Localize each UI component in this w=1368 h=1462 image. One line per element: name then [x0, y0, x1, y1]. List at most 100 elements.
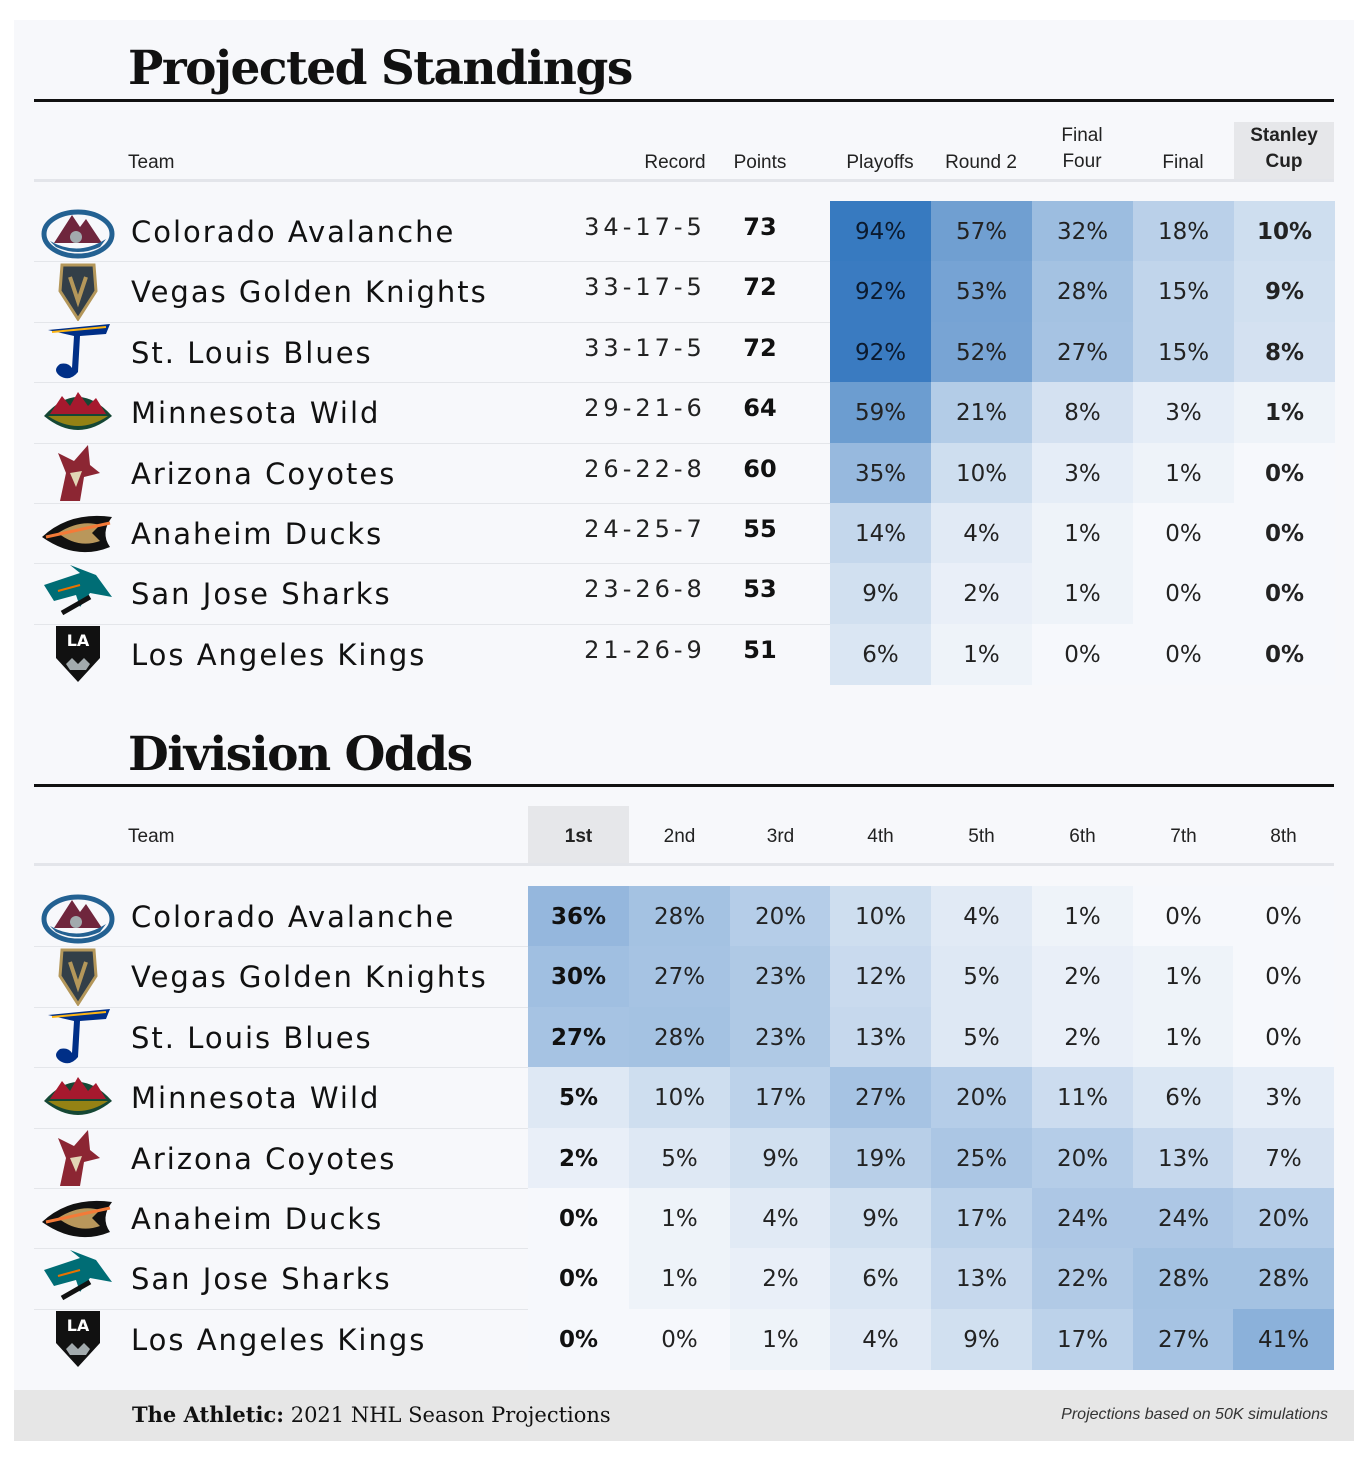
team-points: 53 — [743, 575, 777, 603]
odds-cell-8th: 0% — [1233, 886, 1334, 947]
team-points: 73 — [743, 213, 777, 241]
odds-cell-1st: 0% — [528, 1248, 629, 1309]
odds-cell-stanley-cup: 8% — [1234, 322, 1335, 383]
odds-cell-7th: 24% — [1133, 1188, 1234, 1249]
odds-cell-stanley-cup: 9% — [1234, 261, 1335, 322]
odds-cell-4th: 6% — [830, 1248, 931, 1309]
odds-cell-6th: 2% — [1032, 946, 1133, 1007]
odds-cell-stanley-cup: 1% — [1234, 382, 1335, 443]
st-louis-blues-logo — [48, 1009, 110, 1064]
odds-cell-3rd: 4% — [730, 1188, 831, 1249]
odds-cell-final-four: 27% — [1032, 322, 1133, 383]
odds-cell-7th: 6% — [1133, 1067, 1234, 1128]
odds-cell-round-2: 1% — [931, 624, 1032, 685]
odds-cell-stanley-cup: 0% — [1234, 624, 1335, 685]
odds-cell-playoffs: 9% — [830, 563, 931, 624]
odds-cell-final-four: 1% — [1032, 563, 1133, 624]
odds-cell-final: 3% — [1133, 382, 1234, 443]
header-place-3rd: 3rd — [766, 826, 795, 847]
standings-title-rule — [34, 99, 1334, 102]
team-name: San Jose Sharks — [131, 577, 392, 611]
odds-cell-3rd: 23% — [730, 946, 831, 1007]
footer-brand-name: The Athletic: — [132, 1402, 285, 1427]
odds-cell-5th: 4% — [931, 886, 1032, 947]
team-points: 64 — [743, 394, 777, 422]
header-place-6th: 6th — [1069, 826, 1096, 847]
division-header-rule — [34, 863, 1334, 866]
header-place-2nd: 2nd — [663, 826, 696, 847]
odds-cell-stanley-cup: 0% — [1234, 563, 1335, 624]
team-record: 23-26-8 — [584, 575, 706, 603]
odds-cell-6th: 22% — [1032, 1248, 1133, 1309]
team-name: San Jose Sharks — [131, 1262, 392, 1296]
team-name: Los Angeles Kings — [131, 638, 427, 672]
odds-cell-stanley-cup: 0% — [1234, 443, 1335, 504]
odds-cell-2nd: 1% — [629, 1248, 730, 1309]
footer: The Athletic: 2021 NHL Season Projection… — [14, 1390, 1354, 1441]
odds-cell-6th: 17% — [1032, 1309, 1133, 1370]
odds-cell-5th: 5% — [931, 1007, 1032, 1068]
odds-cell-1st: 30% — [528, 946, 629, 1007]
odds-cell-final: 0% — [1133, 503, 1234, 564]
team-record: 24-25-7 — [584, 515, 706, 543]
header-place-4th: 4th — [867, 826, 894, 847]
odds-cell-8th: 41% — [1233, 1309, 1334, 1370]
odds-cell-3rd: 9% — [730, 1128, 831, 1189]
odds-cell-final: 0% — [1133, 563, 1234, 624]
team-record: 29-21-6 — [584, 394, 706, 422]
odds-cell-3rd: 17% — [730, 1067, 831, 1128]
odds-cell-1st: 0% — [528, 1309, 629, 1370]
header-points: Points — [733, 152, 787, 173]
odds-cell-stanley-cup: 0% — [1234, 503, 1335, 564]
odds-cell-stanley-cup: 10% — [1234, 201, 1335, 262]
team-points: 51 — [743, 636, 777, 664]
odds-cell-2nd: 0% — [629, 1309, 730, 1370]
odds-cell-7th: 1% — [1133, 1007, 1234, 1068]
header-final-four-line1: Final — [1061, 125, 1103, 146]
odds-cell-8th: 3% — [1233, 1067, 1334, 1128]
row-divider — [34, 322, 1334, 323]
st-louis-blues-logo — [48, 324, 110, 379]
odds-cell-final-four: 32% — [1032, 201, 1133, 262]
team-name: Arizona Coyotes — [131, 457, 397, 491]
odds-cell-final-four: 8% — [1032, 382, 1133, 443]
odds-cell-6th: 24% — [1032, 1188, 1133, 1249]
odds-cell-8th: 7% — [1233, 1128, 1334, 1189]
row-divider — [34, 261, 1334, 262]
odds-cell-final: 15% — [1133, 261, 1234, 322]
header-place-7th: 7th — [1170, 826, 1197, 847]
odds-cell-7th: 28% — [1133, 1248, 1234, 1309]
odds-cell-4th: 13% — [830, 1007, 931, 1068]
odds-cell-1st: 36% — [528, 886, 629, 947]
odds-cell-7th: 27% — [1133, 1309, 1234, 1370]
header-record: Record — [644, 152, 706, 173]
odds-cell-4th: 9% — [830, 1188, 931, 1249]
los-angeles-kings-logo: LA — [56, 626, 100, 682]
minnesota-wild-logo — [44, 1077, 112, 1115]
odds-cell-6th: 1% — [1032, 886, 1133, 947]
header-final-four: Final Four — [1032, 122, 1132, 180]
team-name: Anaheim Ducks — [131, 1202, 384, 1236]
header-team: Team — [128, 826, 175, 847]
odds-cell-1st: 0% — [528, 1188, 629, 1249]
team-name: Vegas Golden Knights — [131, 275, 488, 309]
odds-cell-5th: 5% — [931, 946, 1032, 1007]
minnesota-wild-logo — [44, 392, 112, 430]
team-name: Colorado Avalanche — [131, 900, 456, 934]
odds-cell-4th: 27% — [830, 1067, 931, 1128]
odds-cell-4th: 12% — [830, 946, 931, 1007]
odds-cell-2nd: 28% — [629, 886, 730, 947]
odds-cell-playoffs: 14% — [830, 503, 931, 564]
team-name: St. Louis Blues — [131, 336, 373, 370]
odds-cell-round-2: 57% — [931, 201, 1032, 262]
team-name: Vegas Golden Knights — [131, 960, 488, 994]
odds-cell-playoffs: 94% — [830, 201, 931, 262]
team-name: Anaheim Ducks — [131, 517, 384, 551]
odds-cell-2nd: 27% — [629, 946, 730, 1007]
header-team: Team — [128, 152, 175, 173]
team-record: 34-17-5 — [584, 213, 706, 241]
odds-cell-6th: 2% — [1032, 1007, 1133, 1068]
odds-cell-3rd: 23% — [730, 1007, 831, 1068]
team-points: 55 — [743, 515, 777, 543]
division-title-rule — [34, 784, 1334, 787]
